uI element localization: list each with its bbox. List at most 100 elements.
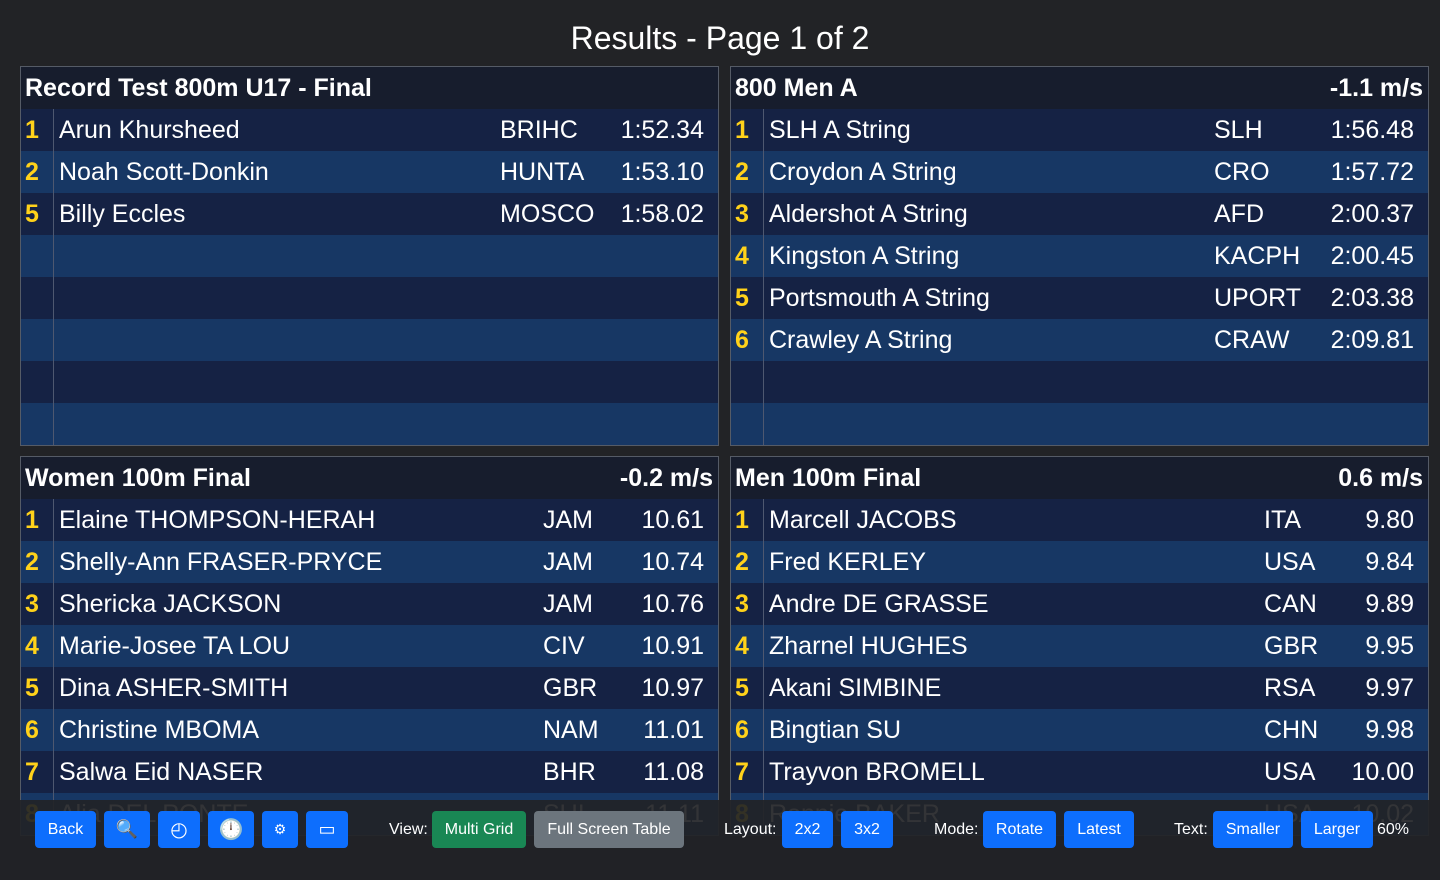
position: 6 bbox=[735, 715, 749, 744]
result-row bbox=[21, 361, 718, 403]
result-time: 9.89 bbox=[1365, 589, 1414, 618]
event-title: 800 Men A bbox=[735, 73, 858, 102]
result-time: 1:57.72 bbox=[1330, 157, 1414, 186]
result-time: 11.01 bbox=[643, 715, 704, 744]
club-code: CAN bbox=[1264, 589, 1317, 618]
result-time: 9.98 bbox=[1365, 715, 1414, 744]
athlete-name: Aldershot A String bbox=[769, 199, 968, 228]
panel-header: Women 100m Final -0.2 m/s bbox=[21, 457, 718, 499]
position: 3 bbox=[25, 589, 39, 618]
athlete-name: Marcell JACOBS bbox=[769, 505, 957, 534]
position: 7 bbox=[735, 757, 749, 786]
result-row: 4 Kingston A String KACPH 2:00.45 bbox=[731, 235, 1428, 277]
rotate-button[interactable]: Rotate bbox=[983, 811, 1056, 848]
result-time: 10.74 bbox=[641, 547, 704, 576]
result-time: 1:58.02 bbox=[620, 199, 704, 228]
result-time: 1:52.34 bbox=[620, 115, 704, 144]
latest-button[interactable]: Latest bbox=[1064, 811, 1134, 848]
text-label: Text: bbox=[1174, 821, 1208, 838]
layout-3x2-button[interactable]: 3x2 bbox=[841, 811, 893, 848]
layout-2x2-button[interactable]: 2x2 bbox=[782, 811, 833, 848]
club-code: CRAW bbox=[1214, 325, 1290, 354]
results-panel: Record Test 800m U17 - Final 1 Arun Khursh… bbox=[20, 66, 719, 446]
results-table: 1 Elaine THOMPSON-HERAH JAM 10.61 2 Shelly-An… bbox=[21, 499, 718, 835]
speedometer-icon[interactable]: ◴ bbox=[158, 811, 200, 848]
column-divider bbox=[53, 499, 54, 835]
result-time: 9.95 bbox=[1365, 631, 1414, 660]
result-row bbox=[731, 361, 1428, 403]
text-larger-button[interactable]: Larger bbox=[1301, 811, 1373, 848]
club-code: CIV bbox=[543, 631, 585, 660]
result-time: 2:00.45 bbox=[1330, 241, 1414, 270]
result-row: 5 Portsmouth A String UPORT 2:03.38 bbox=[731, 277, 1428, 319]
result-row: 7 Trayvon BROMELL USA 10.00 bbox=[731, 751, 1428, 793]
position: 6 bbox=[735, 325, 749, 354]
column-divider bbox=[763, 109, 764, 445]
result-time: 10.76 bbox=[641, 589, 704, 618]
result-row: 6 Bingtian SU CHN 9.98 bbox=[731, 709, 1428, 751]
position: 1 bbox=[25, 115, 39, 144]
position: 3 bbox=[735, 199, 749, 228]
column-divider bbox=[53, 109, 54, 445]
layout-label: Layout: bbox=[724, 821, 777, 838]
club-code: KACPH bbox=[1214, 241, 1301, 270]
back-button[interactable]: Back bbox=[35, 811, 96, 848]
athlete-name: Croydon A String bbox=[769, 157, 957, 186]
position: 1 bbox=[735, 115, 749, 144]
result-time: 1:53.10 bbox=[620, 157, 704, 186]
athlete-name: Zharnel HUGHES bbox=[769, 631, 968, 660]
result-row: 7 Salwa Eid NASER BHR 11.08 bbox=[21, 751, 718, 793]
wind-reading: 0.6 m/s bbox=[1338, 463, 1423, 492]
result-row: 6 Crawley A String CRAW 2:09.81 bbox=[731, 319, 1428, 361]
athlete-name: SLH A String bbox=[769, 115, 911, 144]
results-panel: Men 100m Final 0.6 m/s 1 Marcell JACOBS ITA 9… bbox=[730, 456, 1429, 836]
position: 2 bbox=[735, 157, 749, 186]
settings-icon[interactable]: ⚙ bbox=[262, 811, 298, 848]
result-row: 2 Fred KERLEY USA 9.84 bbox=[731, 541, 1428, 583]
result-row: 2 Noah Scott-Donkin HUNTA 1:53.10 bbox=[21, 151, 718, 193]
position: 2 bbox=[25, 157, 39, 186]
results-panel: 800 Men A -1.1 m/s 1 SLH A String SLH 1:56.48… bbox=[730, 66, 1429, 446]
clock-icon[interactable]: 🕛 bbox=[208, 811, 254, 848]
result-time: 10.00 bbox=[1351, 757, 1414, 786]
result-row: 4 Marie-Josee TA LOU CIV 10.91 bbox=[21, 625, 718, 667]
results-table: 1 SLH A String SLH 1:56.48 2 Croydon A String… bbox=[731, 109, 1428, 445]
club-code: SLH bbox=[1214, 115, 1263, 144]
position: 2 bbox=[25, 547, 39, 576]
athlete-name: Andre DE GRASSE bbox=[769, 589, 989, 618]
multi-grid-button[interactable]: Multi Grid bbox=[432, 811, 526, 848]
position: 5 bbox=[735, 673, 749, 702]
athlete-name: Bingtian SU bbox=[769, 715, 902, 744]
result-time: 9.97 bbox=[1365, 673, 1414, 702]
view-label: View: bbox=[389, 821, 428, 838]
result-row: 3 Andre DE GRASSE CAN 9.89 bbox=[731, 583, 1428, 625]
position: 3 bbox=[735, 589, 749, 618]
results-table: 1 Arun Khursheed BRIHC 1:52.34 2 Noah Scott-D… bbox=[21, 109, 718, 445]
club-code: JAM bbox=[543, 505, 593, 534]
full-screen-table-button[interactable]: Full Screen Table bbox=[534, 811, 684, 848]
athlete-name: Akani SIMBINE bbox=[769, 673, 942, 702]
club-code: ITA bbox=[1264, 505, 1302, 534]
results-table: 1 Marcell JACOBS ITA 9.80 2 Fred KERLEY USA 9.8… bbox=[731, 499, 1428, 835]
result-row: 1 Marcell JACOBS ITA 9.80 bbox=[731, 499, 1428, 541]
athlete-name: Christine MBOMA bbox=[59, 715, 260, 744]
result-time: 9.80 bbox=[1365, 505, 1414, 534]
position: 4 bbox=[735, 631, 749, 660]
position: 2 bbox=[735, 547, 749, 576]
display-icon[interactable]: ▭ bbox=[306, 811, 348, 848]
athlete-name: Billy Eccles bbox=[59, 199, 186, 228]
athlete-name: Crawley A String bbox=[769, 325, 953, 354]
search-icon[interactable]: 🔍 bbox=[104, 811, 150, 848]
result-time: 11.08 bbox=[643, 757, 704, 786]
column-divider bbox=[763, 499, 764, 835]
result-row bbox=[21, 235, 718, 277]
club-code: USA bbox=[1264, 757, 1316, 786]
club-code: USA bbox=[1264, 547, 1316, 576]
text-smaller-button[interactable]: Smaller bbox=[1213, 811, 1293, 848]
position: 1 bbox=[25, 505, 39, 534]
position: 4 bbox=[25, 631, 39, 660]
panel-header: Men 100m Final 0.6 m/s bbox=[731, 457, 1428, 499]
result-row bbox=[21, 403, 718, 445]
athlete-name: Kingston A String bbox=[769, 241, 960, 270]
athlete-name: Trayvon BROMELL bbox=[769, 757, 985, 786]
